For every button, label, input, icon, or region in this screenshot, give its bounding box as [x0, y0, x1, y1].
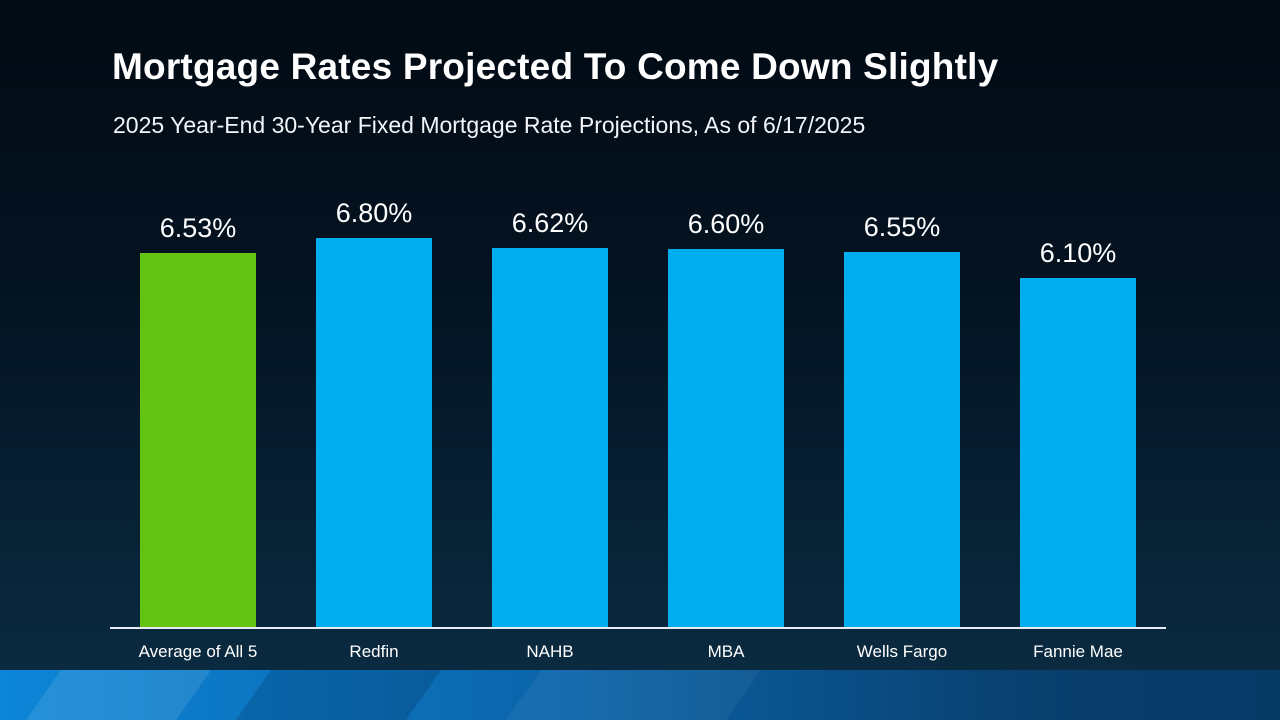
- category-label-nahb: NAHB: [526, 642, 574, 661]
- bar-value-label: 6.62%: [511, 208, 589, 238]
- bar-group-fannie-mae: 6.10%: [990, 238, 1166, 627]
- bar-redfin: [316, 238, 432, 627]
- page-title: Mortgage Rates Projected To Come Down Sl…: [112, 46, 999, 87]
- bar-nahb: [492, 248, 608, 627]
- bar-group-nahb: 6.62%: [462, 208, 638, 627]
- bar-plot-area: 6.53% 6.80% 6.62% 6.60% 6.55% 6.10%: [110, 190, 1166, 627]
- bar-chart: 6.53% 6.80% 6.62% 6.60% 6.55% 6.10% Average o…: [110, 190, 1166, 662]
- category-label-average-of-all-5: Average of All 5: [138, 642, 258, 661]
- bar-value-label: 6.53%: [159, 213, 237, 243]
- bar-mba: [668, 249, 784, 627]
- page-subtitle: 2025 Year-End 30-Year Fixed Mortgage Rat…: [113, 112, 866, 138]
- bottom-accent-band: [0, 670, 1280, 720]
- bar-wells-fargo: [844, 252, 960, 627]
- bar-value-label: 6.55%: [863, 212, 941, 242]
- bar-fannie-mae: [1020, 278, 1136, 627]
- category-axis-labels: Average of All 5 Redfin NAHB MBA Wells Fargo…: [110, 642, 1166, 662]
- diagonal-stripe: [221, 670, 449, 720]
- bar-group-mba: 6.60%: [638, 209, 814, 627]
- category-label-mba: MBA: [707, 642, 745, 661]
- diagonal-stripe: [491, 670, 769, 720]
- diagonal-stripe: [11, 670, 219, 720]
- bar-group-redfin: 6.80%: [286, 198, 462, 627]
- x-axis-line: [110, 627, 1166, 629]
- bar-value-label: 6.10%: [1039, 238, 1117, 268]
- bar-average-of-all-5: [140, 253, 256, 627]
- bar-group-average-of-all-5: 6.53%: [110, 213, 286, 627]
- bar-value-label: 6.60%: [687, 209, 765, 239]
- bar-value-label: 6.80%: [335, 198, 413, 228]
- category-label-fannie-mae: Fannie Mae: [1033, 642, 1123, 661]
- category-label-redfin: Redfin: [349, 642, 399, 661]
- category-label-wells-fargo: Wells Fargo: [856, 642, 948, 661]
- bar-group-wells-fargo: 6.55%: [814, 212, 990, 627]
